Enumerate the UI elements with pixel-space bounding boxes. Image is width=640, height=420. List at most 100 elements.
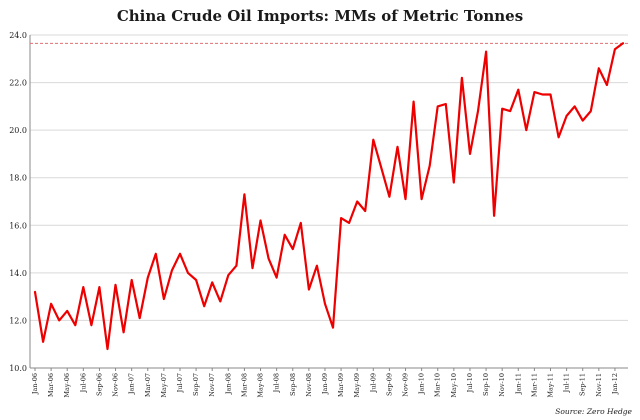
data-point — [155, 253, 157, 255]
data-point — [598, 67, 600, 69]
data-point — [115, 284, 117, 286]
x-tick-label: Jul-11 — [563, 373, 571, 393]
y-tick-label: 22.0 — [9, 79, 27, 88]
data-point — [485, 51, 487, 53]
data-point — [195, 279, 197, 281]
data-point — [235, 265, 237, 267]
x-tick-label: May-08 — [257, 373, 265, 398]
data-point — [171, 269, 173, 271]
x-tick-label: Sep-10 — [482, 373, 490, 396]
data-point — [308, 289, 310, 291]
x-tick-label: Jan-08 — [224, 373, 232, 395]
x-tick-label: Jan-12 — [611, 373, 619, 395]
y-tick-label: 12.0 — [9, 316, 27, 325]
x-tick-label: May-10 — [450, 373, 458, 398]
data-point — [98, 286, 100, 288]
x-tick-label: Mar-07 — [144, 373, 152, 397]
data-point — [90, 324, 92, 326]
data-point — [533, 91, 535, 93]
data-point — [203, 305, 205, 307]
y-tick-label: 14.0 — [9, 269, 27, 278]
data-point — [123, 331, 125, 333]
x-tick-label: Nov-09 — [402, 373, 410, 397]
chart-title: China Crude Oil Imports: MMs of Metric T… — [116, 7, 524, 25]
x-tick-label: Jan-10 — [418, 373, 426, 395]
x-tick-label: Nov-07 — [208, 373, 216, 397]
data-point — [243, 193, 245, 195]
x-tick-label: Jan-11 — [514, 373, 522, 395]
data-point — [219, 300, 221, 302]
data-point — [461, 77, 463, 79]
data-point — [364, 210, 366, 212]
x-tick-label: Sep-11 — [579, 373, 587, 396]
y-tick-label: 10.0 — [9, 364, 27, 373]
data-point — [525, 129, 527, 131]
x-tick-label: May-07 — [160, 373, 168, 398]
data-point — [501, 108, 503, 110]
data-point — [348, 222, 350, 224]
source-note: Source: Zero Hedge — [555, 407, 632, 416]
data-point — [372, 139, 374, 141]
data-point — [300, 222, 302, 224]
data-point — [332, 327, 334, 329]
x-tick-label: Jan-09 — [321, 373, 329, 395]
x-tick-label: Mar-08 — [240, 373, 248, 397]
y-tick-label: 18.0 — [9, 174, 27, 183]
data-point — [396, 146, 398, 148]
data-point — [437, 105, 439, 107]
data-point — [550, 93, 552, 95]
x-tick-label: Mar-11 — [530, 373, 538, 397]
data-point — [453, 181, 455, 183]
data-point — [493, 215, 495, 217]
y-tick-label: 16.0 — [9, 221, 27, 230]
data-point — [42, 341, 44, 343]
x-tick-label: Jan-06 — [31, 373, 39, 395]
x-tick-label: Jul-07 — [176, 373, 184, 393]
x-tick-label: Nov-08 — [305, 373, 313, 397]
data-point — [340, 217, 342, 219]
data-point — [82, 286, 84, 288]
data-point — [590, 110, 592, 112]
data-point — [413, 101, 415, 103]
data-point — [517, 89, 519, 91]
data-point — [469, 153, 471, 155]
x-tick-label: Nov-10 — [498, 373, 506, 397]
data-point — [324, 303, 326, 305]
data-point — [566, 115, 568, 117]
data-point — [106, 348, 108, 350]
data-point — [316, 265, 318, 267]
x-tick-label: Jan-07 — [128, 373, 136, 395]
x-tick-label: Jul-08 — [273, 373, 281, 393]
data-point — [356, 201, 358, 203]
x-tick-label: Sep-07 — [192, 373, 200, 396]
data-point — [509, 110, 511, 112]
data-point — [58, 319, 60, 321]
data-point — [582, 120, 584, 122]
x-tick-label: Nov-11 — [595, 373, 603, 397]
data-point — [421, 198, 423, 200]
data-point — [622, 42, 624, 44]
data-point — [445, 103, 447, 105]
y-tick-label: 24.0 — [9, 31, 27, 40]
y-tick-label: 20.0 — [9, 126, 27, 135]
data-point — [260, 220, 262, 222]
series-line — [33, 42, 625, 351]
data-point — [211, 281, 213, 283]
data-point — [179, 253, 181, 255]
x-tick-label: Sep-06 — [95, 373, 103, 396]
data-point — [284, 234, 286, 236]
data-point — [606, 84, 608, 86]
x-tick-label: Mar-06 — [47, 373, 55, 397]
data-point — [66, 310, 68, 312]
data-point — [34, 291, 36, 293]
data-point — [50, 303, 52, 305]
data-point — [276, 277, 278, 279]
data-point — [558, 136, 560, 138]
x-tick-label: Jul-06 — [79, 373, 87, 393]
data-point — [268, 258, 270, 260]
x-tick-label: Sep-09 — [385, 373, 393, 396]
data-point — [163, 298, 165, 300]
x-tick-label: May-06 — [63, 373, 71, 398]
x-tick-label: Jul-10 — [466, 373, 474, 393]
x-tick-label: Jul-09 — [369, 373, 377, 393]
